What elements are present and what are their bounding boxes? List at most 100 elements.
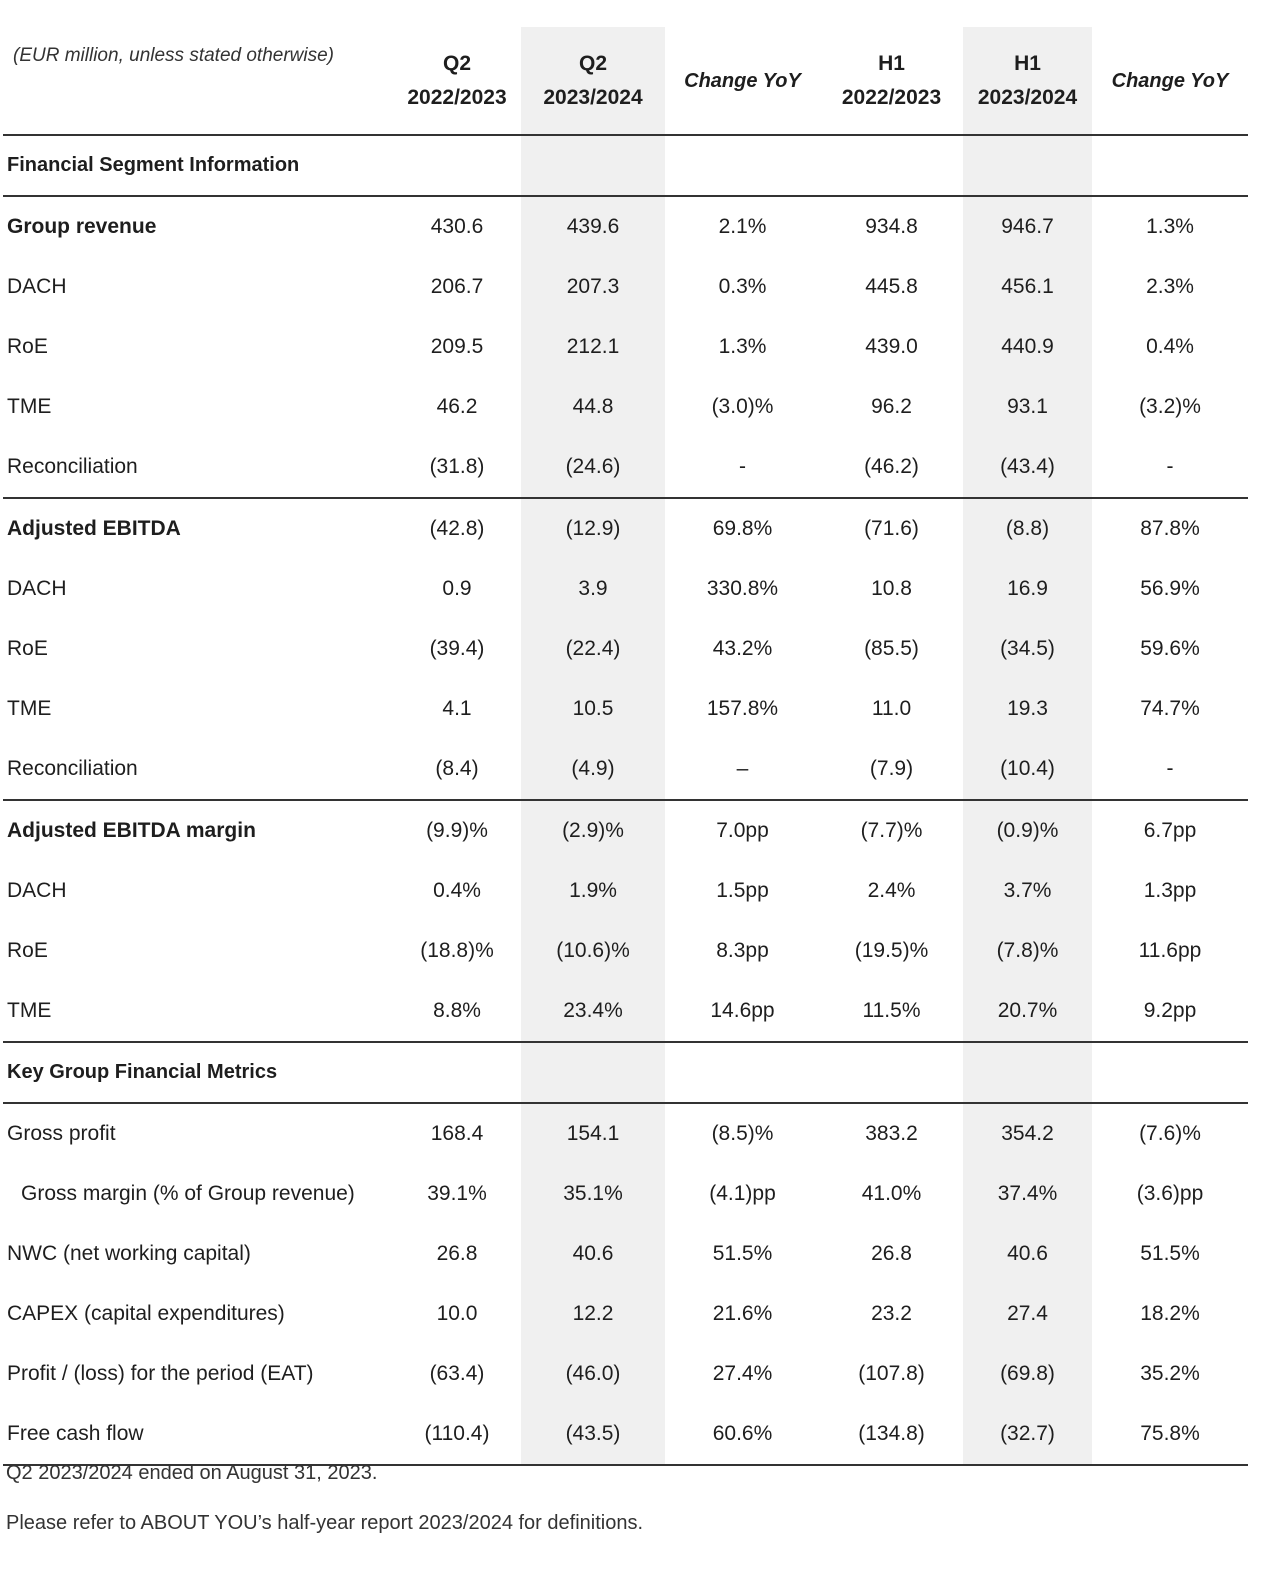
unit-note: (EUR million, unless stated otherwise): [3, 27, 393, 136]
value-cell: 440.9: [963, 317, 1092, 377]
value-cell: 2.3%: [1146, 275, 1194, 298]
empty-cell: [393, 135, 521, 197]
value-cell: 51.5%: [712, 1242, 773, 1265]
value-cell: (110.4): [393, 1404, 521, 1466]
row-label: Profit / (loss) for the period (EAT): [7, 1362, 314, 1385]
table-row: DACH 206.7 207.3 0.3% 445.8 456.1 2.3%: [3, 257, 1248, 317]
value-cell: (2.9)%: [521, 800, 665, 861]
table-row: Gross profit 168.4 154.1 (8.5)% 383.2 354.2 (7…: [3, 1103, 1248, 1164]
empty-cell: [820, 1042, 963, 1104]
row-label: DACH: [7, 879, 67, 902]
col-header-h1-curr: H1 2023/2024: [963, 27, 1092, 136]
row-label: Free cash flow: [3, 1404, 393, 1466]
value-cell: 212.1: [521, 317, 665, 377]
value-cell: 354.2: [963, 1103, 1092, 1164]
value-cell: (39.4): [429, 637, 485, 660]
col-header-h1-change: Change YoY: [1092, 27, 1248, 136]
value-cell: 946.7: [963, 196, 1092, 257]
table-row: TME 4.1 10.5 157.8% 11.0 19.3 74.7%: [3, 679, 1248, 739]
value-cell: 1.5pp: [716, 879, 769, 902]
value-cell: 154.1: [521, 1103, 665, 1164]
row-label: RoE: [7, 335, 48, 358]
value-cell: (22.4): [521, 619, 665, 679]
empty-cell: [393, 1042, 521, 1104]
value-cell: 1.9%: [521, 861, 665, 921]
table-row: Adjusted EBITDA margin (9.9)% (2.9)% 7.0pp (…: [3, 800, 1248, 861]
row-label: RoE: [7, 637, 48, 660]
value-cell: 439.6: [521, 196, 665, 257]
value-cell: (71.6): [864, 517, 919, 540]
col-header-q2-change: Change YoY: [665, 27, 820, 136]
value-cell: 75.8%: [1092, 1404, 1248, 1466]
value-cell: 456.1: [963, 257, 1092, 317]
value-cell: 35.1%: [521, 1164, 665, 1224]
value-cell: (8.8): [963, 498, 1092, 559]
value-cell: (32.7): [963, 1404, 1092, 1466]
value-cell: 157.8%: [706, 697, 779, 720]
value-cell: (10.6)%: [521, 921, 665, 981]
value-cell: (18.8)%: [420, 939, 494, 962]
value-cell: (0.9)%: [963, 800, 1092, 861]
value-cell: 23.4%: [521, 981, 665, 1043]
value-cell: 11.6pp: [1138, 939, 1202, 962]
value-cell: 2.1%: [718, 215, 767, 238]
value-cell: -: [1092, 437, 1248, 499]
table-row: RoE 209.5 212.1 1.3% 439.0 440.9 0.4%: [3, 317, 1248, 377]
row-label: RoE: [7, 939, 48, 962]
value-cell: (4.1)pp: [709, 1182, 776, 1205]
table-row: Adjusted EBITDA (42.8) (12.9) 69.8% (71.6) (8…: [3, 498, 1248, 559]
value-cell: 383.2: [865, 1122, 918, 1145]
value-cell: 69.8%: [712, 517, 773, 540]
value-cell: 39.1%: [427, 1182, 487, 1205]
table-row: Gross margin (% of Group revenue) 39.1% 35…: [3, 1164, 1248, 1224]
value-cell: 96.2: [871, 395, 912, 418]
row-label: Group revenue: [7, 215, 157, 238]
col-header-q2-curr: Q2 2023/2024: [521, 27, 665, 136]
value-cell: -: [665, 437, 820, 499]
value-cell: (7.7)%: [860, 819, 923, 842]
value-cell: (134.8): [820, 1404, 963, 1466]
row-label: CAPEX (capital expenditures): [7, 1302, 285, 1325]
empty-cell: [820, 135, 963, 197]
value-cell: 8.8%: [393, 981, 521, 1043]
table-row: Group revenue 430.6 439.6 2.1% 934.8 946.7 1.3…: [3, 196, 1248, 257]
value-cell: 26.8: [871, 1242, 912, 1265]
value-cell: 8.3pp: [716, 939, 769, 962]
value-cell: (8.5)%: [711, 1122, 774, 1145]
value-cell: 40.6: [521, 1224, 665, 1284]
value-cell: 35.2%: [1140, 1362, 1200, 1385]
section-header-row: Key Group Financial Metrics: [3, 1042, 1248, 1104]
empty-cell: [1092, 135, 1248, 197]
value-cell: (3.2)%: [1139, 395, 1201, 418]
value-cell: (46.2): [820, 437, 963, 499]
value-cell: (12.9): [521, 498, 665, 559]
table-row: Reconciliation (8.4) (4.9) – (7.9) (10.4) -: [3, 739, 1248, 801]
value-cell: (107.8): [858, 1362, 925, 1385]
empty-cell: [521, 135, 665, 197]
table-row: NWC (net working capital) 26.8 40.6 51.5% 26…: [3, 1224, 1248, 1284]
value-cell: (24.6): [521, 437, 665, 499]
col-header-q2-prev: Q2 2022/2023: [393, 27, 521, 136]
value-cell: (34.5): [963, 619, 1092, 679]
value-cell: 439.0: [865, 335, 918, 358]
value-cell: (7.9): [820, 739, 963, 801]
value-cell: 206.7: [430, 275, 484, 298]
empty-cell: [665, 135, 820, 197]
value-cell: (69.8): [963, 1344, 1092, 1404]
value-cell: 430.6: [430, 215, 484, 238]
value-cell: 11.5%: [820, 981, 963, 1043]
value-cell: 2.4%: [867, 879, 916, 902]
value-cell: 7.0pp: [716, 819, 769, 842]
value-cell: (10.4): [963, 739, 1092, 801]
value-cell: (46.0): [521, 1344, 665, 1404]
financial-table: (EUR million, unless stated otherwise) Q…: [3, 27, 1248, 1466]
row-label: Adjusted EBITDA margin: [7, 819, 256, 842]
table-row: DACH 0.4% 1.9% 1.5pp 2.4% 3.7% 1.3pp: [3, 861, 1248, 921]
row-label: NWC (net working capital): [7, 1242, 251, 1265]
value-cell: 16.9: [963, 559, 1092, 619]
row-label: Adjusted EBITDA: [7, 517, 181, 540]
value-cell: (3.0)%: [711, 395, 774, 418]
row-label: DACH: [7, 275, 67, 298]
value-cell: (7.8)%: [963, 921, 1092, 981]
value-cell: (8.4): [393, 739, 521, 801]
